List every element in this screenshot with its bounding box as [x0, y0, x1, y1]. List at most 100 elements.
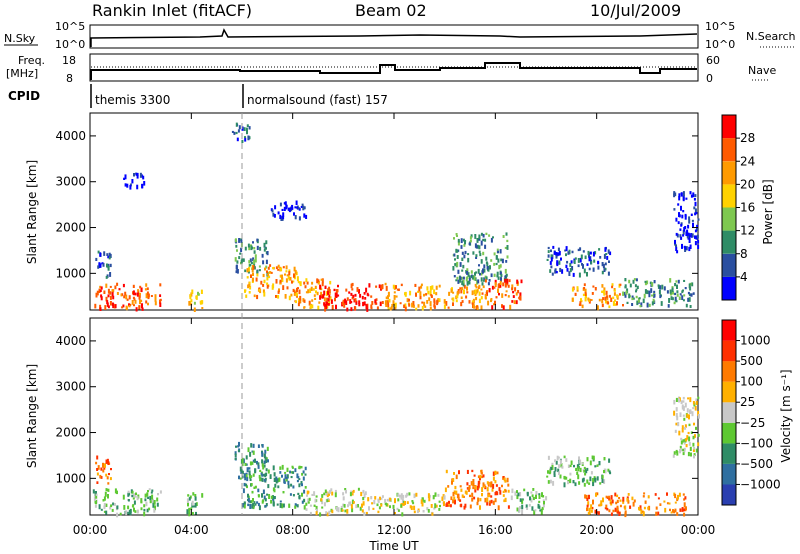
x-tick-label: 08:00: [275, 523, 310, 537]
data-cell: [642, 298, 645, 304]
data-cell: [448, 500, 450, 504]
data-cell: [471, 300, 474, 304]
data-cell: [261, 474, 264, 477]
data-cell: [318, 301, 321, 304]
data-cell: [456, 261, 459, 267]
data-cell: [568, 271, 571, 276]
colorbar-tick-label: 16: [740, 201, 755, 215]
data-cell: [501, 258, 504, 264]
data-cell: [472, 298, 475, 304]
data-cell: [502, 235, 505, 238]
data-cell: [581, 304, 584, 309]
data-cell: [126, 511, 129, 515]
data-cell: [274, 205, 277, 210]
data-cell: [557, 247, 560, 251]
data-cell: [262, 499, 265, 503]
data-cell: [257, 462, 260, 467]
data-cell: [509, 304, 512, 310]
data-cell: [408, 303, 411, 307]
data-cell: [408, 298, 410, 302]
data-cell: [610, 297, 613, 302]
data-cell: [603, 253, 606, 259]
data-cell: [455, 248, 458, 253]
data-cell: [679, 508, 682, 512]
data-cell: [561, 465, 564, 469]
data-cell: [119, 512, 122, 516]
data-cell: [368, 506, 370, 511]
data-cell: [604, 247, 607, 252]
data-cell: [96, 481, 99, 484]
data-cell: [531, 506, 534, 511]
data-cell: [505, 290, 508, 293]
data-cell: [682, 191, 685, 196]
data-cell: [129, 185, 132, 190]
data-cell: [692, 401, 695, 405]
data-cell: [123, 505, 126, 510]
data-cell: [154, 297, 157, 302]
data-cell: [253, 247, 256, 250]
data-cell: [263, 473, 265, 477]
data-cell: [560, 257, 562, 261]
data-cell: [512, 290, 515, 294]
data-cell: [556, 455, 559, 461]
data-cell: [319, 512, 322, 517]
data-cell: [589, 460, 592, 466]
data-cell: [124, 291, 127, 296]
data-cell: [238, 238, 241, 243]
data-cell: [584, 473, 587, 476]
data-cell: [677, 203, 680, 206]
data-cell: [412, 304, 415, 308]
data-cell: [195, 511, 197, 515]
data-cell: [590, 509, 593, 513]
colorbar-segment: [722, 340, 736, 362]
data-cell: [547, 480, 550, 484]
data-cell: [468, 485, 471, 490]
data-cell: [248, 267, 250, 272]
data-cell: [683, 502, 686, 508]
data-cell: [243, 504, 246, 509]
velocity-ylabel: Slant Range [km]: [25, 364, 39, 468]
data-cell: [459, 287, 462, 290]
data-cell: [474, 293, 477, 296]
data-cell: [666, 492, 668, 496]
data-cell: [98, 288, 101, 293]
data-cell: [492, 500, 495, 505]
data-cell: [279, 202, 282, 207]
nsearch-tick-top: 10^5: [705, 20, 735, 33]
data-cell: [246, 124, 249, 127]
data-cell: [351, 296, 354, 300]
data-cell: [241, 457, 244, 463]
data-cell: [542, 495, 545, 498]
data-cell: [413, 493, 416, 499]
data-cell: [694, 434, 696, 438]
data-cell: [599, 503, 602, 507]
data-cell: [583, 268, 586, 274]
data-cell: [481, 493, 483, 497]
data-cell: [136, 184, 139, 190]
data-cell: [328, 292, 331, 295]
data-cell: [616, 499, 619, 503]
freq-tick-top: 18: [62, 54, 76, 67]
data-cell: [688, 293, 691, 297]
data-cell: [279, 503, 282, 508]
data-cell: [372, 507, 375, 510]
data-cell: [287, 207, 290, 211]
data-cell: [429, 290, 432, 296]
data-cell: [475, 256, 478, 259]
data-cell: [467, 257, 470, 263]
data-cell: [327, 303, 330, 306]
data-cell: [504, 294, 507, 297]
data-cell: [335, 304, 337, 310]
data-cell: [284, 474, 287, 479]
data-cell: [288, 295, 291, 301]
data-cell: [254, 458, 256, 463]
data-cell: [242, 258, 245, 262]
data-cell: [494, 498, 497, 503]
data-cell: [571, 250, 574, 254]
data-cell: [133, 304, 135, 307]
data-cell: [586, 507, 589, 511]
data-cell: [109, 477, 112, 481]
data-cell: [307, 289, 310, 294]
data-cell: [677, 279, 680, 284]
data-cell: [571, 287, 574, 292]
